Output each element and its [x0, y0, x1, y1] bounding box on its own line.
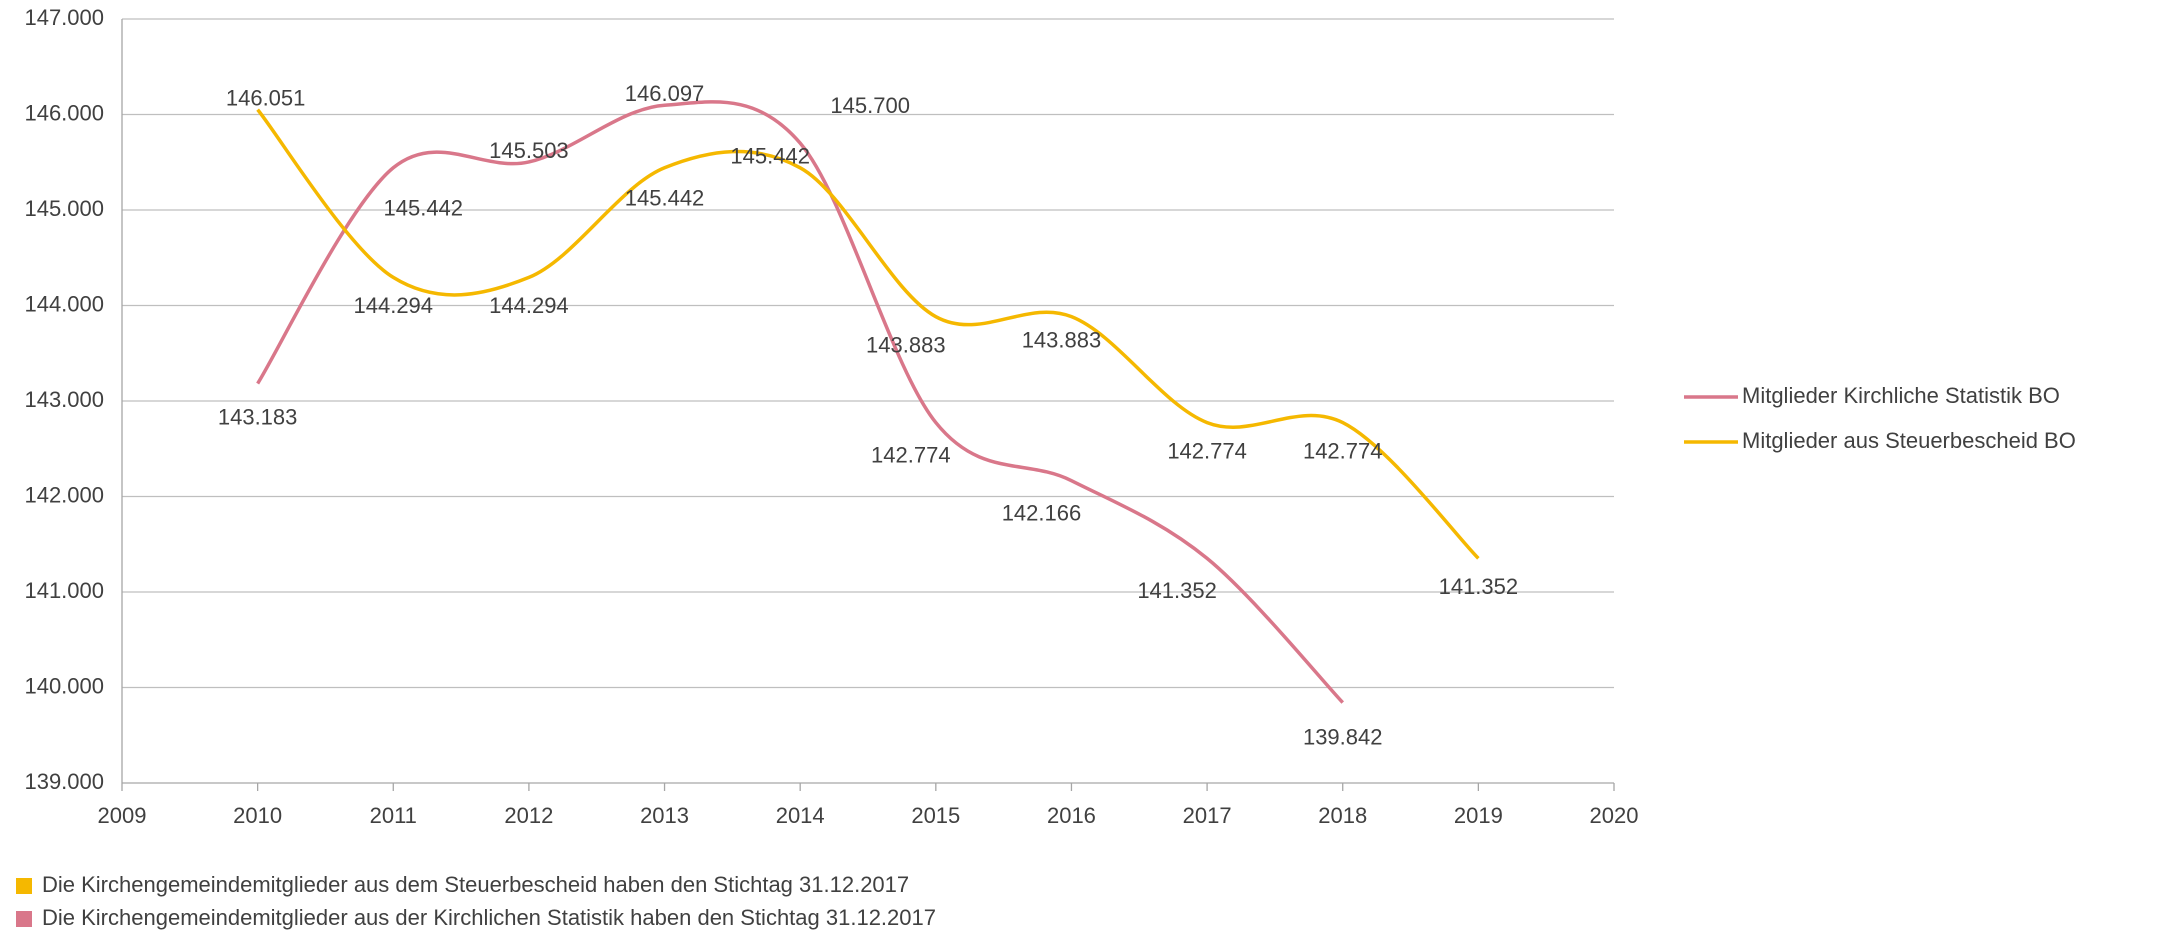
data-label: 145.442	[730, 144, 810, 169]
data-label: 142.166	[1002, 500, 1082, 525]
x-tick-label: 2019	[1454, 803, 1503, 828]
x-tick-label: 2012	[504, 803, 553, 828]
x-tick-label: 2015	[911, 803, 960, 828]
data-label: 143.883	[1022, 327, 1102, 352]
data-label: 145.503	[489, 138, 569, 163]
y-tick-label: 145.000	[24, 196, 104, 221]
data-label: 143.183	[218, 404, 298, 429]
y-tick-label: 142.000	[24, 482, 104, 507]
y-tick-label: 143.000	[24, 387, 104, 412]
data-label: 145.442	[384, 196, 464, 221]
data-label: 141.352	[1137, 578, 1217, 603]
data-label: 142.774	[1167, 438, 1247, 463]
legend-label: Mitglieder aus Steuerbescheid BO	[1742, 428, 2076, 453]
data-label: 145.700	[830, 93, 910, 118]
x-tick-label: 2013	[640, 803, 689, 828]
data-label: 145.442	[625, 186, 705, 211]
x-tick-label: 2010	[233, 803, 282, 828]
note-text: Die Kirchengemeindemitglieder aus dem St…	[42, 872, 909, 897]
y-tick-label: 144.000	[24, 291, 104, 316]
y-tick-label: 140.000	[24, 673, 104, 698]
legend-label: Mitglieder Kirchliche Statistik BO	[1742, 383, 2060, 408]
x-tick-label: 2014	[776, 803, 825, 828]
data-label: 142.774	[1303, 438, 1383, 463]
line-series	[256, 108, 1480, 560]
data-label: 144.294	[354, 293, 434, 318]
data-label: 143.883	[866, 332, 946, 357]
y-tick-label: 139.000	[24, 769, 104, 794]
y-tick-label: 141.000	[24, 578, 104, 603]
x-tick-label: 2016	[1047, 803, 1096, 828]
data-label: 142.774	[871, 442, 951, 467]
note-swatch	[16, 878, 32, 894]
note-swatch	[16, 911, 32, 927]
data-label: 144.294	[489, 293, 569, 318]
data-label: 146.051	[226, 85, 306, 110]
data-label: 141.352	[1439, 574, 1519, 599]
x-tick-label: 2018	[1318, 803, 1367, 828]
x-tick-label: 2009	[98, 803, 147, 828]
y-tick-label: 147.000	[24, 5, 104, 30]
y-tick-label: 146.000	[24, 100, 104, 125]
x-tick-label: 2017	[1183, 803, 1232, 828]
note-text: Die Kirchengemeindemitglieder aus der Ki…	[42, 905, 936, 930]
data-label: 146.097	[625, 81, 705, 106]
line-series	[256, 100, 1345, 704]
x-tick-label: 2020	[1590, 803, 1639, 828]
data-label: 139.842	[1303, 724, 1383, 749]
x-tick-label: 2011	[370, 803, 417, 828]
